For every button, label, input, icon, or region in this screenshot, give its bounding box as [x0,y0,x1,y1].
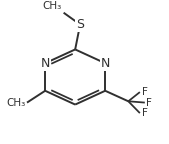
Text: S: S [76,18,84,31]
Text: F: F [141,108,147,118]
Text: N: N [101,57,110,70]
Text: F: F [147,98,152,108]
Text: CH₃: CH₃ [43,1,62,11]
Text: F: F [141,87,147,97]
Text: N: N [40,57,50,70]
Text: CH₃: CH₃ [6,98,25,108]
